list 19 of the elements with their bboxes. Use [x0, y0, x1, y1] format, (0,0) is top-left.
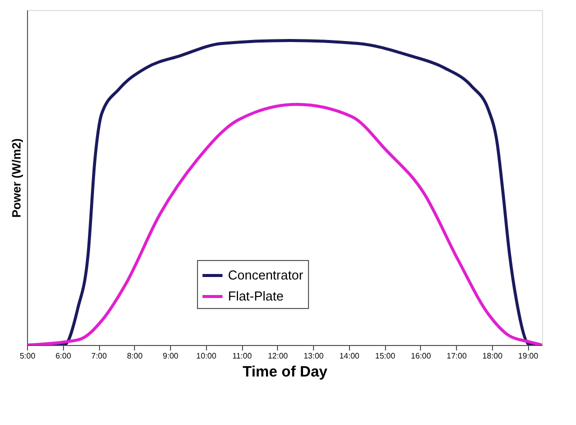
x-tick-label: 13:00 [304, 352, 324, 360]
x-tick-label: 14:00 [339, 352, 360, 360]
x-tick-label: 16:00 [410, 352, 432, 360]
x-tick-label: 15:00 [375, 352, 396, 360]
y-axis-title: Power (W/m2) [10, 138, 24, 218]
x-tick-label: 17:00 [446, 352, 468, 360]
x-tick-label: 10:00 [196, 352, 217, 360]
x-axis-title: Time of Day [242, 364, 328, 380]
x-tick-label: 19:00 [518, 352, 539, 360]
x-tick-label: 7:00 [91, 352, 108, 360]
x-tick-label: 11:00 [232, 352, 252, 360]
x-tick-label: 18:00 [482, 352, 503, 360]
legend-label: Concentrator [228, 268, 304, 282]
x-tick-label: 9:00 [162, 352, 179, 360]
x-tick-label: 12:00 [268, 352, 288, 360]
legend-label: Flat-Plate [228, 288, 284, 304]
x-tick-label: 6:00 [55, 352, 72, 360]
x-tick-label: 5:00 [20, 352, 36, 360]
x-tick-label: 8:00 [127, 352, 144, 360]
